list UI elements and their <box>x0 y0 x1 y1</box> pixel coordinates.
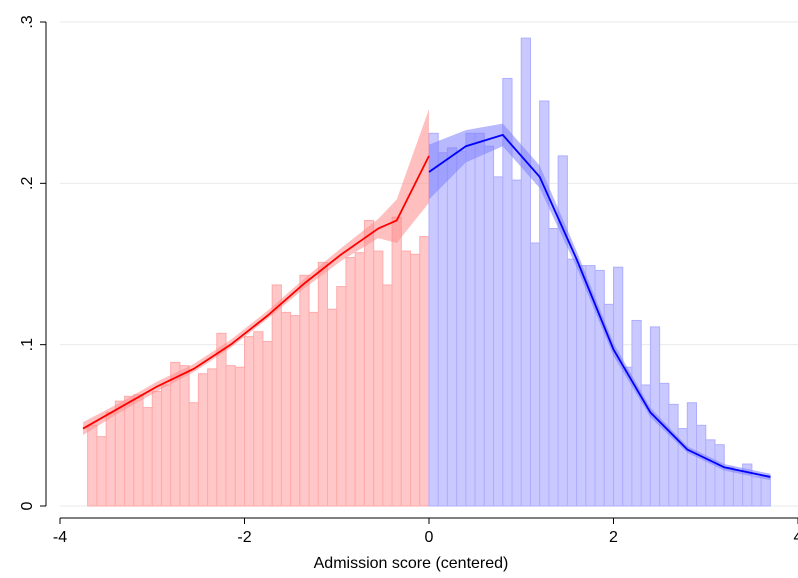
histogram-bar-left-35 <box>410 253 421 507</box>
histogram-bar-left-23 <box>299 274 310 507</box>
histogram-bar-right-15 <box>566 258 578 507</box>
x-tick-label-0: -4 <box>53 529 67 546</box>
x-tick-label-3: 2 <box>609 529 618 546</box>
histogram-bar-left-32 <box>382 284 393 507</box>
histogram-bar-left-29 <box>354 252 365 507</box>
histogram-bar-right-32 <box>723 466 734 507</box>
histogram-bar-left-15 <box>225 365 236 507</box>
histogram-bar-right-33 <box>732 470 744 507</box>
histogram-bar-left-3 <box>114 400 126 507</box>
histogram-bar-right-21 <box>622 366 633 507</box>
histogram-bar-right-1 <box>437 152 448 507</box>
histogram-bar-left-34 <box>400 250 412 507</box>
fit-lines <box>82 133 771 478</box>
histogram-bar-left-7 <box>151 390 162 507</box>
x-tick-label-4: 4 <box>794 529 798 546</box>
histogram-bar-left-10 <box>179 365 190 507</box>
histogram-bar-right-4 <box>465 132 476 507</box>
histogram-bar-right-30 <box>705 439 716 507</box>
histogram-bar-left-36 <box>419 236 430 507</box>
histogram-bar-left-2 <box>105 411 116 507</box>
fit-line-right <box>428 133 771 478</box>
histogram-bar-left-11 <box>188 402 199 507</box>
histogram-bar-left-24 <box>308 311 319 507</box>
histogram-bar-right-12 <box>539 100 550 507</box>
y-tick-label-0: 0 <box>19 501 36 510</box>
histogram-bar-left-9 <box>170 361 181 507</box>
histogram-bar-left-5 <box>133 394 144 507</box>
histogram-bar-left-4 <box>124 395 135 507</box>
histogram-bar-right-5 <box>474 132 485 507</box>
histogram-bar-right-26 <box>668 403 679 507</box>
y-tick-label-1: .1 <box>19 338 36 351</box>
x-tick-label-1: -2 <box>237 529 251 546</box>
y-tick-label-3: .3 <box>19 15 36 28</box>
x-tick-label-2: 0 <box>425 529 434 546</box>
histogram-bar-right-2 <box>446 147 458 507</box>
fit-line-left <box>82 155 430 430</box>
histogram-bar-left-26 <box>327 308 338 507</box>
histogram-bar-right-31 <box>714 444 725 507</box>
histogram-bar-left-14 <box>216 332 227 507</box>
histogram-bar-left-25 <box>317 261 329 507</box>
histogram-bar-right-6 <box>483 145 495 507</box>
histogram-bar-right-25 <box>659 382 670 507</box>
histogram-bar-right-7 <box>493 176 504 507</box>
confidence-bands <box>83 109 771 481</box>
histogram-bar-left-33 <box>391 216 402 507</box>
histogram-bar-left-19 <box>262 340 273 507</box>
axes: 0 .1 .2 .3 -4 -2 0 2 4 <box>19 15 798 546</box>
histogram-bar-left-18 <box>253 331 264 507</box>
histogram-bar-left-17 <box>244 336 255 507</box>
histogram-bar-right-20 <box>613 266 624 507</box>
histogram-bar-right-22 <box>631 319 642 507</box>
histogram-bar-left-20 <box>271 284 282 507</box>
histogram-bar-left-30 <box>363 219 375 507</box>
histogram-bar-left-0 <box>87 424 98 507</box>
histogram-bar-right-36 <box>760 474 771 507</box>
histogram-bar-right-3 <box>456 150 467 507</box>
confidence-band-right <box>429 123 771 481</box>
histogram-bar-right-35 <box>751 476 762 507</box>
histogram-bar-right-10 <box>520 37 531 507</box>
histogram-bar-right-14 <box>557 155 568 507</box>
histogram-bar-right-9 <box>511 179 522 507</box>
histogram-bar-left-22 <box>290 315 301 507</box>
histogram-bar-right-11 <box>529 242 541 507</box>
x-axis-title: Admission score (centered) <box>314 555 509 572</box>
y-tick-label-2: .2 <box>19 177 36 190</box>
histogram-bar-left-6 <box>142 407 153 507</box>
histogram-bars <box>87 37 771 507</box>
histogram-bar-left-27 <box>336 286 347 507</box>
histogram-bar-left-16 <box>234 366 245 507</box>
histogram-bar-left-12 <box>197 373 209 507</box>
histogram-bar-left-28 <box>345 257 356 507</box>
histogram-bar-left-13 <box>207 368 218 507</box>
histogram-bar-left-21 <box>280 311 292 507</box>
histogram-bar-left-1 <box>96 436 107 507</box>
histogram-bar-right-13 <box>548 228 559 507</box>
histogram-bar-right-29 <box>696 424 707 507</box>
histogram-bar-left-8 <box>160 384 172 507</box>
histogram-bar-left-31 <box>373 250 384 507</box>
histogram-bar-right-16 <box>576 265 587 507</box>
